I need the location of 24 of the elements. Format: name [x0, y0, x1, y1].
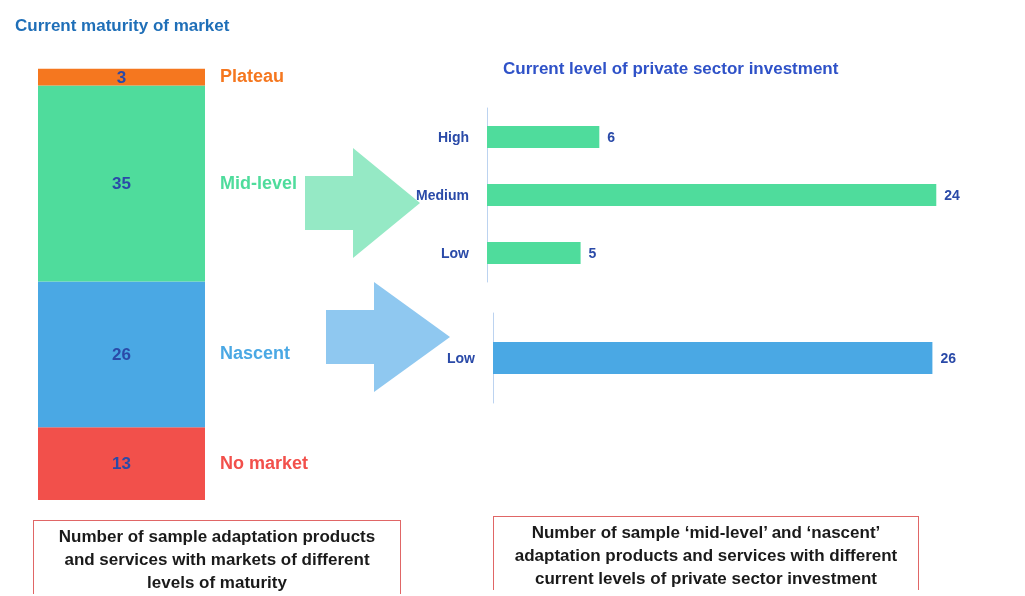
- bar: [38, 85, 205, 282]
- data-label: 26: [940, 350, 957, 366]
- text: Number of sample adaptation products and services with markets of different levels of maturity: [33, 520, 401, 594]
- data-label: 26: [112, 344, 131, 364]
- bar: [38, 281, 205, 428]
- data-label: 35: [112, 174, 131, 194]
- series-label: Plateau: [220, 66, 285, 87]
- text: Number of sample ‘mid-level’ and ‘nascent’ adaptation products and services with different current levels of private sector investment: [493, 516, 919, 590]
- data-label: 13: [112, 454, 131, 474]
- series-label: Mid-level: [220, 172, 298, 193]
- y-tick-label: High: [437, 129, 469, 145]
- data-label: 3: [116, 67, 127, 87]
- data-label: 24: [944, 187, 961, 203]
- bar: [38, 68, 205, 86]
- chart-title: Current maturity of market: [15, 16, 230, 35]
- data-label: 5: [588, 245, 597, 261]
- y-tick-label: Low: [441, 245, 470, 261]
- series-label: No market: [220, 452, 309, 473]
- data-label: 6: [607, 129, 616, 145]
- y-tick-label: Low: [447, 350, 476, 366]
- chart-title: Current level of private sector investment: [503, 59, 839, 78]
- bar: [38, 427, 205, 500]
- series-label: Nascent: [220, 343, 291, 364]
- y-tick-label: Medium: [416, 187, 469, 203]
